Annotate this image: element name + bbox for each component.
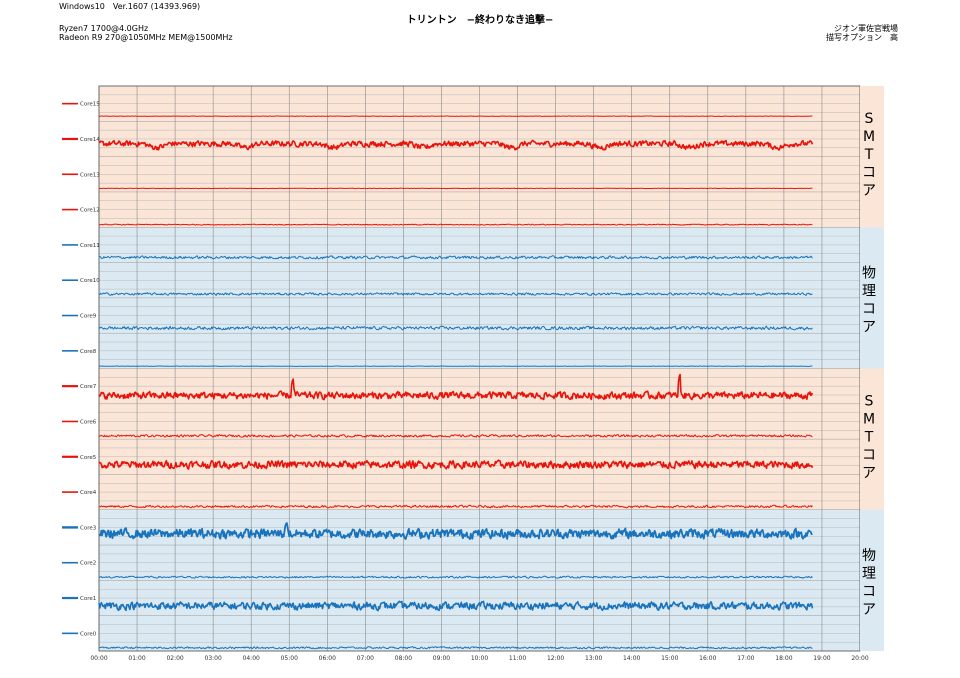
side-label-char: S [865, 111, 874, 127]
legend-label-core11: Core11 [80, 243, 100, 249]
x-tick-label: 03:00 [205, 655, 222, 662]
x-tick-label: 18:00 [775, 655, 792, 662]
side-label-char: S [865, 394, 874, 410]
x-tick-label: 11:00 [509, 655, 526, 662]
side-label-char: 物 [862, 265, 876, 281]
side-label-box [860, 86, 884, 228]
legend-label-core13: Core13 [80, 172, 100, 178]
series-line-core5 [98, 459, 814, 470]
x-tick-label: 15:00 [661, 655, 678, 662]
chart-title: トリントン −終わりなき追撃− [406, 15, 554, 26]
side-label-char: ア [862, 183, 876, 199]
legend-label-core12: Core12 [80, 208, 100, 214]
side-label-box [860, 227, 884, 369]
legend-label-core3: Core3 [80, 525, 97, 531]
series-line-core1 [98, 600, 814, 612]
series-line-core14 [98, 139, 814, 151]
series-line-core4 [98, 504, 813, 509]
quality-text: 描写オプション 高 [826, 33, 898, 42]
location-text: ジオン軍佐官戦場 [834, 24, 898, 33]
side-label-char: コ [862, 584, 876, 600]
series-line-core6 [98, 434, 813, 438]
x-tick-label: 10:00 [471, 655, 488, 662]
side-label-char: ア [862, 602, 876, 618]
series-line-core12 [99, 223, 813, 226]
gpu-spec-text: Radeon R9 270@1050MHz MEM@1500MHz [59, 33, 233, 42]
series-line-core15 [98, 115, 813, 117]
x-tick-label: 09:00 [433, 655, 450, 662]
x-tick-label: 00:00 [90, 655, 107, 662]
series-line-core11 [99, 255, 813, 260]
x-tick-label: 08:00 [395, 655, 412, 662]
series-line-core10 [98, 292, 813, 296]
side-label-box [860, 368, 884, 510]
side-label-char: ア [862, 319, 876, 335]
x-tick-label: 19:00 [813, 655, 830, 662]
legend-label-core0: Core0 [80, 631, 97, 637]
legend-label-core8: Core8 [80, 349, 97, 355]
x-tick-label: 20:00 [851, 655, 868, 662]
series-line-core2 [98, 575, 813, 579]
side-label-char: コ [862, 165, 876, 181]
x-tick-label: 07:00 [357, 655, 374, 662]
series-line-core3 [98, 522, 813, 540]
side-label-char: 理 [862, 566, 876, 582]
series-line-core7 [98, 373, 814, 401]
legend-label-core15: Core15 [80, 102, 100, 108]
x-tick-label: 13:00 [585, 655, 602, 662]
os-version-text: Windows10 Ver.1607 (14393.969) [59, 2, 201, 11]
side-label-char: M [863, 412, 875, 428]
x-tick-label: 17:00 [737, 655, 754, 662]
legend-label-core6: Core6 [80, 419, 97, 425]
x-tick-label: 16:00 [699, 655, 716, 662]
side-label-char: 理 [862, 283, 876, 299]
legend-label-core4: Core4 [80, 490, 97, 496]
x-tick-label: 06:00 [319, 655, 336, 662]
x-tick-label: 12:00 [547, 655, 564, 662]
side-label-char: T [864, 430, 874, 446]
side-label-char: 物 [862, 548, 876, 564]
side-label-char: M [863, 129, 875, 145]
legend-label-core2: Core2 [80, 561, 96, 567]
legend-label-core5: Core5 [80, 455, 97, 461]
x-tick-label: 14:00 [623, 655, 640, 662]
side-label-char: コ [862, 448, 876, 464]
x-tick-label: 05:00 [281, 655, 298, 662]
side-label-char: コ [862, 301, 876, 317]
legend-label-core7: Core7 [80, 384, 97, 390]
series-line-core9 [98, 325, 813, 331]
cpu-spec-text: Ryzen7 1700@4.0GHz [59, 24, 149, 33]
legend-label-core10: Core10 [80, 278, 100, 284]
x-tick-label: 01:00 [128, 655, 145, 662]
series-line-core0 [98, 646, 813, 650]
legend-label-core1: Core1 [80, 596, 96, 602]
series-line-core13 [99, 187, 813, 190]
series-line-core8 [99, 365, 813, 367]
side-label-box [860, 509, 884, 651]
x-tick-label: 02:00 [166, 655, 183, 662]
legend-label-core9: Core9 [80, 314, 97, 320]
x-tick-label: 04:00 [243, 655, 260, 662]
side-label-char: ア [862, 466, 876, 482]
legend-label-core14: Core14 [80, 137, 100, 143]
side-label-char: T [864, 147, 874, 163]
